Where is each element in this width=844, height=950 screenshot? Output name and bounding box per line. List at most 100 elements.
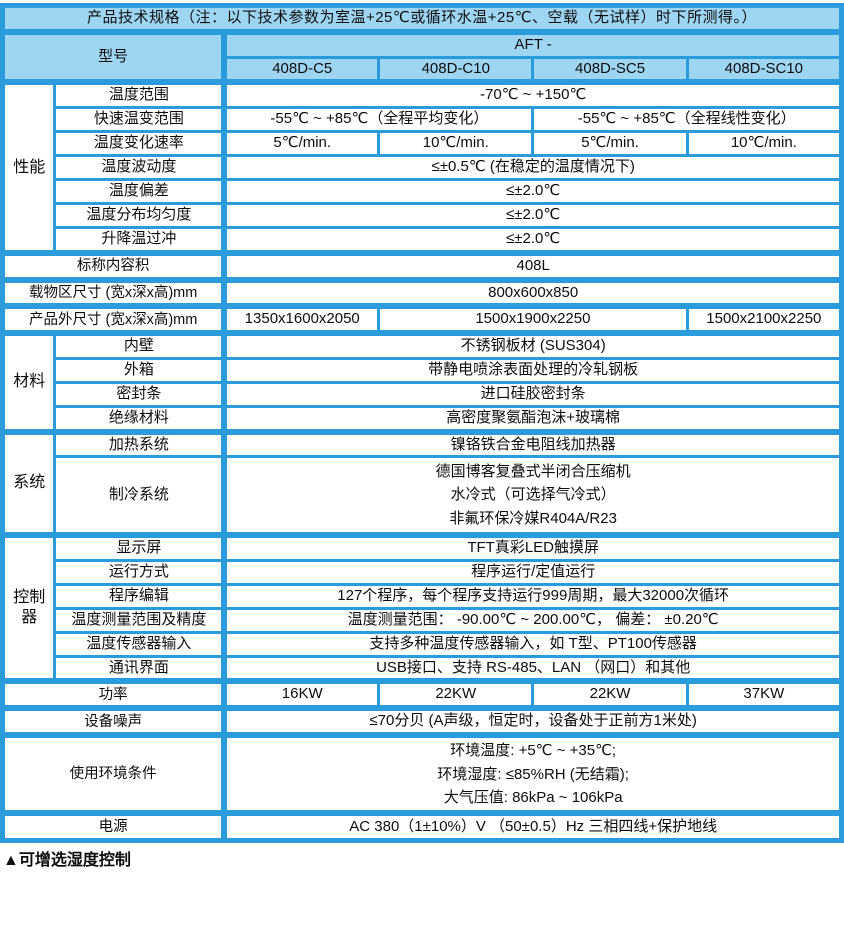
row-value: -70℃ ~ +150℃ (221, 79, 844, 110)
row-value: 进口硅胶密封条 (221, 380, 844, 408)
row-value: 镍铬铁合金电阻线加热器 (221, 428, 844, 459)
row-value: 10℃/min. (377, 130, 535, 157)
row-label: 绝缘材料 (53, 404, 226, 434)
title-row: 产品技术规格（注：以下技术参数为室温+25℃或循环水温+25℃、空载（无试样）时… (1, 3, 843, 34)
row-label: 温度传感器输入 (53, 630, 226, 658)
cooling-line: 非氟环保冷媒R404A/R23 (449, 509, 617, 527)
row-value: 环境温度: +5℃ ~ +35℃; 环境湿度: ≤85%RH (无结霜); 大气… (221, 732, 844, 815)
row-label: 产品外尺寸 (宽x深x高)mm (1, 303, 226, 335)
row-label: 温度波动度 (53, 154, 226, 181)
row-outer-box: 外箱 带静电喷涂表面处理的冷轧钢板 (3, 356, 844, 384)
row-label: 电源 (1, 810, 226, 842)
group-controller: 控制器 (0, 531, 57, 683)
row-value: 1500x2100x2250 (685, 303, 844, 335)
model-names-row: 408D-C5 408D-C10 408D-SC5 408D-SC10 (3, 55, 844, 84)
row-label: 温度测量范围及精度 (53, 606, 226, 634)
row-temp-range: 性能 温度范围 -70℃ ~ +150℃ (0, 79, 844, 255)
row-value: 800x600x850 (221, 276, 844, 308)
row-label: 程序编辑 (53, 582, 226, 610)
row-environment: 使用环境条件 环境温度: +5℃ ~ +35℃; 环境湿度: ≤85%RH (无… (1, 732, 844, 815)
row-value: -55℃ ~ +85℃（全程线性变化） (531, 106, 843, 133)
row-seal: 密封条 进口硅胶密封条 (3, 380, 844, 408)
row-power-supply: 电源 AC 380（1±10%）V （50±0.5）Hz 三相四线+保护地线 (1, 810, 844, 842)
model-name: 408D-C5 (221, 55, 381, 84)
model-name: 408D-SC10 (685, 55, 844, 84)
row-value: 程序运行/定值运行 (221, 558, 844, 586)
humidity-option-note: ▲可增选湿度控制 (3, 851, 131, 869)
row-label: 加热系统 (53, 428, 226, 459)
row-volume: 标称内容积 408L (1, 249, 844, 281)
model-series-row: 型号 AFT - (1, 28, 844, 84)
row-heating: 系统 加热系统 镍铬铁合金电阻线加热器 (0, 428, 844, 537)
row-value: 支持多种温度传感器输入，如 T型、PT100传感器 (221, 630, 844, 658)
row-label: 温度偏差 (53, 178, 226, 205)
row-value: -55℃ ~ +85℃（全程平均变化） (221, 106, 535, 133)
row-value: ≤±0.5℃ (在稳定的温度情况下) (221, 154, 844, 181)
row-label: 制冷系统 (53, 455, 226, 537)
row-value: 1350x1600x2050 (221, 303, 381, 335)
row-change-rate: 温度变化速率 5℃/min. 10℃/min. 5℃/min. 10℃/min. (3, 130, 844, 157)
row-label: 温度分布均匀度 (53, 202, 226, 229)
environment-line: 环境温度: +5℃ ~ +35℃; (450, 742, 617, 760)
row-value: 127个程序，每个程序支持运行999周期，最大32000次循环 (221, 582, 844, 610)
row-chamber-size: 载物区尺寸 (宽x深x高)mm 800x600x850 (1, 276, 844, 308)
row-value: AC 380（1±10%）V （50±0.5）Hz 三相四线+保护地线 (221, 810, 844, 842)
row-value: TFT真彩LED触摸屏 (221, 531, 844, 562)
row-value: ≤70分贝 (A声级，恒定时，设备处于正前方1米处) (221, 705, 844, 737)
row-label: 温度范围 (53, 79, 226, 110)
row-fluctuation: 温度波动度 ≤±0.5℃ (在稳定的温度情况下) (3, 154, 844, 181)
row-label: 使用环境条件 (1, 732, 226, 815)
row-label: 标称内容积 (1, 249, 226, 281)
row-outer-size: 产品外尺寸 (宽x深x高)mm 1350x1600x2050 1500x1900… (1, 303, 844, 335)
row-label: 密封条 (53, 380, 226, 408)
group-system: 系统 (0, 428, 57, 537)
row-uniformity: 温度分布均匀度 ≤±2.0℃ (3, 202, 844, 229)
row-sensor-input: 温度传感器输入 支持多种温度传感器输入，如 T型、PT100传感器 (3, 630, 844, 658)
row-label: 通讯界面 (53, 654, 226, 683)
row-value: 1500x1900x2250 (377, 303, 689, 335)
row-value: USB接口、支持 RS-485、LAN （网口）和其他 (221, 654, 844, 683)
row-power-rating: 功率 16KW 22KW 22KW 37KW (1, 678, 844, 710)
page-title: 产品技术规格（注：以下技术参数为室温+25℃或循环水温+25℃、空载（无试样）时… (1, 3, 843, 34)
model-name: 408D-C10 (377, 55, 535, 84)
row-comm: 通讯界面 USB接口、支持 RS-485、LAN （网口）和其他 (3, 654, 844, 683)
row-value: 温度测量范围： -90.00℃ ~ 200.00℃， 偏差： ±0.20℃ (221, 606, 844, 634)
row-label: 载物区尺寸 (宽x深x高)mm (1, 276, 226, 308)
row-label: 温度变化速率 (53, 130, 226, 157)
row-deviation: 温度偏差 ≤±2.0℃ (3, 178, 844, 205)
row-fast-change: 快速温变范围 -55℃ ~ +85℃（全程平均变化） -55℃ ~ +85℃（全… (3, 106, 843, 133)
row-value: 高密度聚氨酯泡沫+玻璃棉 (221, 404, 844, 434)
row-value: ≤±2.0℃ (221, 225, 844, 255)
row-value: 22KW (377, 678, 535, 710)
row-label: 功率 (1, 678, 226, 710)
row-run-mode: 运行方式 程序运行/定值运行 (3, 558, 844, 586)
model-name: 408D-SC5 (531, 55, 689, 84)
row-value: 37KW (685, 678, 844, 710)
row-label: 内壁 (53, 329, 226, 360)
model-label: 型号 (1, 28, 226, 84)
environment-line: 大气压值: 86kPa ~ 106kPa (443, 788, 623, 806)
group-material: 材料 (0, 330, 57, 433)
row-display: 控制器 显示屏 TFT真彩LED触摸屏 (0, 531, 844, 683)
row-value: 5℃/min. (221, 130, 381, 157)
row-value: 408L (221, 249, 844, 281)
row-noise: 设备噪声 ≤70分贝 (A声级，恒定时，设备处于正前方1米处) (1, 705, 844, 737)
row-measure-range: 温度测量范围及精度 温度测量范围： -90.00℃ ~ 200.00℃， 偏差：… (3, 606, 844, 634)
group-performance: 性能 (0, 79, 57, 255)
cooling-line: 水冷式（可选择气冷式） (450, 486, 616, 504)
row-label: 升降温过冲 (53, 225, 226, 255)
environment-line: 环境湿度: ≤85%RH (无结霜); (437, 765, 629, 783)
row-label: 显示屏 (53, 531, 226, 562)
row-value: 德国博客复叠式半闭合压缩机 水冷式（可选择气冷式） 非氟环保冷媒R404A/R2… (221, 455, 844, 537)
row-programming: 程序编辑 127个程序，每个程序支持运行999周期，最大32000次循环 (3, 582, 844, 610)
row-value: 22KW (531, 678, 689, 710)
row-value: 带静电喷涂表面处理的冷轧钢板 (221, 356, 844, 384)
row-label: 设备噪声 (1, 705, 226, 737)
row-overshoot: 升降温过冲 ≤±2.0℃ (3, 225, 844, 255)
row-value: ≤±2.0℃ (221, 178, 844, 205)
row-value: 10℃/min. (685, 130, 844, 157)
model-series: AFT - (221, 28, 844, 59)
row-cooling: 制冷系统 德国博客复叠式半闭合压缩机 水冷式（可选择气冷式） 非氟环保冷媒R40… (3, 455, 844, 537)
row-value: ≤±2.0℃ (221, 202, 844, 229)
spec-table: 产品技术规格（注：以下技术参数为室温+25℃或循环水温+25℃、空载（无试样）时… (0, 3, 844, 843)
